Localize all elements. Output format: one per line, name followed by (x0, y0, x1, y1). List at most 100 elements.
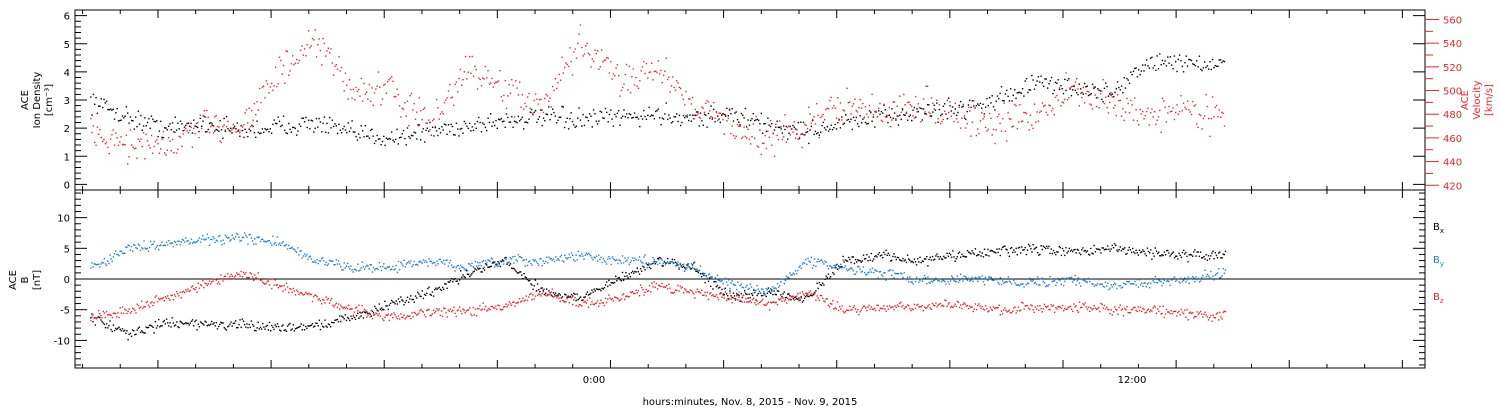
by-series-point (1024, 278, 1026, 281)
bx-series-point (544, 292, 547, 294)
ion-density-series-point (1024, 80, 1026, 82)
ion-density-series-point (1144, 64, 1146, 66)
ion-density-series-point (350, 127, 352, 129)
bz-series-point (513, 301, 515, 303)
by-series-point (540, 257, 542, 260)
bx-series-point (841, 265, 843, 268)
velocity-series-point (218, 126, 220, 128)
by-series-point (215, 239, 218, 241)
by-series-point (920, 278, 922, 280)
ion-density-series-point (277, 116, 279, 118)
ion-density-series-point (356, 139, 359, 141)
bx-series-point (1009, 247, 1012, 250)
ion-density-series-point (680, 124, 682, 127)
ion-density-series-point (538, 116, 541, 118)
velocity-series-point (901, 109, 904, 111)
ion-density-series-point (1118, 86, 1120, 89)
velocity-series-point (949, 101, 951, 103)
by-series-point (883, 272, 885, 274)
ion-density-series-point (781, 132, 784, 134)
velocity-series-point (1083, 102, 1086, 104)
by-series-point (886, 278, 888, 280)
bx-series-point (451, 277, 453, 280)
velocity-series-point (412, 109, 414, 111)
bx-series-point (429, 293, 431, 296)
bz-series-point (653, 281, 655, 283)
velocity-series-point (604, 59, 607, 61)
by-series-point (952, 276, 954, 279)
bz-series-point (96, 317, 99, 319)
velocity-series-point (322, 37, 324, 40)
bx-series-point (663, 260, 665, 263)
ion-density-series-point (1095, 97, 1098, 99)
bx-series-point (600, 290, 602, 292)
by-series-point (919, 279, 921, 282)
velocity-series-point (1086, 90, 1088, 92)
velocity-series-point (494, 82, 496, 84)
ion-density-series-point (864, 121, 867, 124)
ion-density-series-point (995, 100, 997, 102)
bz-series-point (610, 298, 612, 301)
ion-density-series-point (763, 123, 765, 125)
bx-series-point (221, 322, 223, 324)
bz-series-point (462, 308, 464, 310)
velocity-series-point (123, 143, 125, 146)
velocity-series-point (891, 119, 893, 121)
by-series-point (1199, 280, 1202, 282)
bz-series-point (1206, 316, 1209, 318)
by-series-point (1216, 272, 1219, 274)
bz-series-point (929, 307, 931, 309)
velocity-series-point (1128, 112, 1131, 114)
bz-series-point (629, 291, 632, 293)
by-series-point (419, 260, 421, 262)
velocity-series-point (548, 100, 550, 102)
bx-series-point (156, 325, 159, 327)
by-series-point (650, 263, 652, 266)
by-series-point (1118, 285, 1120, 287)
bz-series-point (860, 309, 862, 311)
bz-series-point (1104, 308, 1107, 310)
bz-series-point (903, 308, 905, 310)
velocity-series-point (577, 42, 579, 44)
bx-series-point (995, 252, 997, 254)
velocity-series-point (846, 87, 848, 89)
by-series-point (1173, 276, 1176, 278)
ion-density-series-point (691, 114, 694, 116)
bz-series-point (686, 291, 688, 293)
velocity-series-point (248, 107, 250, 109)
ion-density-series-point (559, 116, 562, 118)
by-series-point (1170, 279, 1172, 281)
ion-density-series-point (1120, 85, 1123, 87)
bz-series-point (587, 306, 590, 308)
bz-series-point (478, 308, 480, 310)
ion-density-series-point (157, 135, 159, 138)
bz-series-point (207, 283, 210, 285)
ion-density-series-point (268, 131, 270, 133)
by-series-point (679, 262, 681, 265)
bx-series-point (1199, 251, 1202, 253)
velocity-series-point (269, 86, 271, 88)
bz-series-point (171, 294, 173, 296)
bx-series-point (849, 258, 851, 261)
by-series-point (247, 243, 249, 245)
ion-density-series-point (954, 108, 956, 110)
by-series-point (1185, 281, 1187, 283)
velocity-series-point (925, 85, 927, 87)
velocity-series-point (520, 106, 522, 108)
bz-series-point (1150, 309, 1152, 311)
bx-series-point (589, 293, 591, 296)
bx-series-point (478, 268, 480, 270)
ion-density-series-point (264, 127, 266, 130)
bx-series-point (722, 293, 724, 295)
ion-density-series-point (417, 124, 419, 126)
ion-density-series-point (666, 118, 669, 121)
bx-series-point (1175, 255, 1177, 257)
ion-density-series-point (379, 138, 381, 140)
bz-series-point (894, 305, 896, 307)
ion-density-series-point (526, 122, 529, 124)
velocity-series-point (511, 79, 513, 81)
ion-density-series-point (813, 133, 815, 136)
bz-series-point (1187, 319, 1189, 321)
bx-series-point (1204, 258, 1206, 260)
by-series-point (522, 259, 524, 262)
